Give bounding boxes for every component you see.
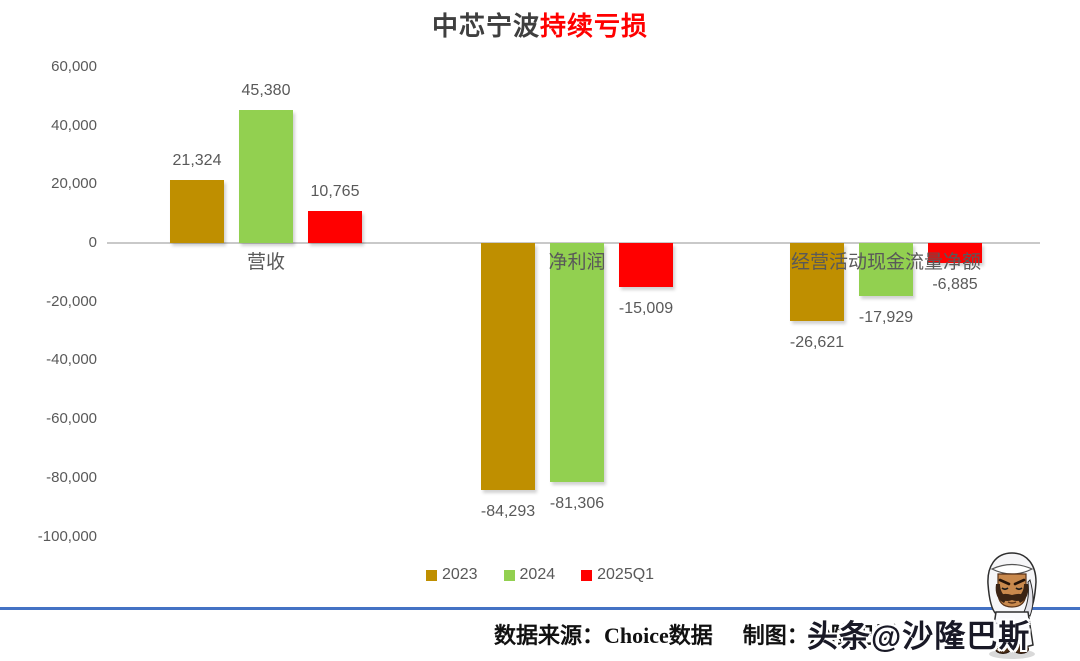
legend-item: 2024 (503, 566, 556, 584)
chart-title-company: 中芯宁波 (431, 12, 540, 41)
legend-swatch (503, 569, 515, 581)
y-axis-tick-label: 40,000 (51, 116, 97, 134)
legend-item: 2023 (425, 566, 478, 584)
y-axis-tick-label: -100,000 (37, 527, 97, 545)
y-axis-tick-label: 0 (88, 234, 97, 251)
watermark-text: 头条@沙隆巴斯 (807, 619, 1031, 654)
legend-swatch (425, 569, 437, 581)
value-label: 21,324 (172, 152, 222, 170)
value-label: -26,621 (789, 334, 845, 352)
y-axis-tick-label: -80,000 (46, 468, 97, 486)
legend-label: 2025Q1 (597, 566, 655, 583)
y-axis-tick-label: -40,000 (46, 351, 97, 369)
legend-swatch (581, 569, 593, 581)
y-axis-tick-label: 60,000 (51, 57, 97, 75)
bar-2024-1 (550, 243, 604, 482)
value-label: 45,380 (241, 81, 291, 99)
bar-2023-0 (170, 180, 224, 243)
footer: 数据来源：Choice数据 制图：沙隆巴斯 (494, 618, 897, 650)
value-label: -81,306 (549, 494, 605, 512)
y-axis-tick-label: 20,000 (51, 175, 97, 193)
y-axis-tick-label: -60,000 (46, 410, 97, 428)
bar-2024-2 (859, 243, 913, 296)
bar-2025Q1-1 (619, 243, 673, 288)
footer-divider-line (0, 607, 1080, 610)
bar-2025Q1-0 (308, 211, 362, 243)
y-axis-tick-label: -20,000 (46, 292, 97, 310)
chart-title-highlight: 持续亏损 (540, 12, 649, 41)
category-label: 营收 (246, 252, 285, 273)
watermark-avatar-icon (987, 552, 1037, 659)
legend-item: 2025Q1 (581, 566, 654, 584)
value-label: -15,009 (618, 300, 674, 318)
category-label: 净利润 (548, 252, 606, 273)
value-label: -6,885 (932, 276, 978, 294)
bar-2025Q1-2 (928, 243, 982, 264)
legend-label: 2024 (519, 566, 556, 583)
value-label: 10,765 (310, 183, 360, 201)
value-label: -17,929 (858, 308, 914, 326)
bar-2023-2 (790, 243, 844, 322)
value-label: -84,293 (480, 503, 536, 521)
bar-2024-0 (239, 109, 293, 243)
category-label: 经营活动现金流量净额 (790, 252, 981, 273)
legend-label: 2023 (441, 566, 478, 583)
chart-credit-text: 制图：沙隆巴斯 (742, 623, 897, 648)
chart-legend: 2023 2024 2025Q1 (0, 566, 1080, 584)
chart-title: 中芯宁波持续亏损 (0, 6, 1080, 43)
bar-2023-1 (481, 243, 535, 491)
data-source-text: 数据来源：Choice数据 (494, 623, 713, 648)
